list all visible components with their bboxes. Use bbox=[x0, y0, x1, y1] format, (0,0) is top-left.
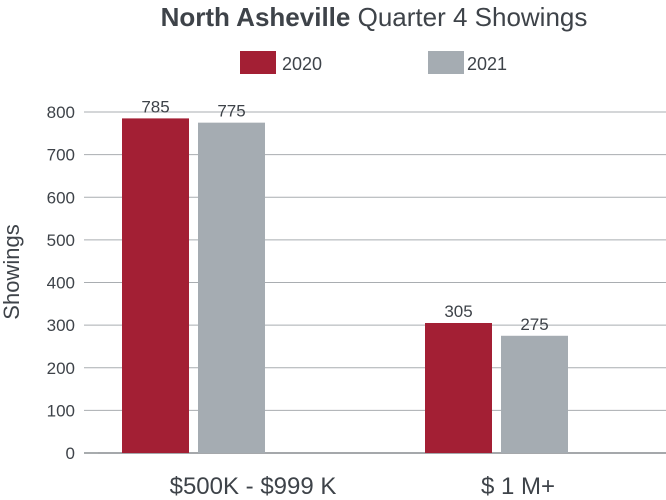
y-tick-label: 800 bbox=[47, 103, 75, 122]
chart-title-bold: North Asheville bbox=[161, 2, 351, 32]
y-axis-label: Showings bbox=[0, 224, 24, 319]
legend-label-2020: 2020 bbox=[282, 54, 322, 74]
category-label: $500K - $999 K bbox=[170, 473, 337, 500]
y-tick-label: 600 bbox=[47, 188, 75, 207]
y-axis-ticks: 0 100 200 300 400 500 600 700 800 bbox=[47, 103, 75, 463]
y-tick-label: 500 bbox=[47, 231, 75, 250]
legend-swatch-2020 bbox=[240, 51, 276, 74]
legend-label-2021: 2021 bbox=[467, 54, 507, 74]
bars bbox=[122, 118, 568, 454]
category-labels: $500K - $999 K $ 1 M+ bbox=[170, 473, 555, 500]
bar-value-label: 785 bbox=[141, 97, 169, 116]
y-tick-label: 700 bbox=[47, 146, 75, 165]
y-tick-label: 0 bbox=[66, 444, 75, 463]
y-tick-label: 300 bbox=[47, 316, 75, 335]
bar-2021-1 bbox=[501, 335, 568, 453]
category-label: $ 1 M+ bbox=[481, 473, 555, 500]
legend-swatch-2021 bbox=[428, 51, 464, 74]
bar-value-label: 775 bbox=[217, 102, 245, 121]
value-labels: 785 775 305 275 bbox=[141, 97, 548, 333]
chart-title: North Asheville Quarter 4 Showings bbox=[161, 2, 588, 32]
y-tick-label: 400 bbox=[47, 274, 75, 293]
bar-value-label: 305 bbox=[444, 302, 472, 321]
bar-2020-1 bbox=[425, 322, 492, 453]
chart-title-rest: Quarter 4 Showings bbox=[358, 2, 588, 32]
bar-2021-0 bbox=[198, 122, 265, 453]
legend: 2020 2021 bbox=[240, 51, 507, 74]
bar-value-label: 275 bbox=[520, 315, 548, 334]
y-tick-label: 100 bbox=[47, 401, 75, 420]
y-tick-label: 200 bbox=[47, 359, 75, 378]
gridlines bbox=[84, 111, 666, 454]
bar-2020-0 bbox=[122, 118, 189, 454]
